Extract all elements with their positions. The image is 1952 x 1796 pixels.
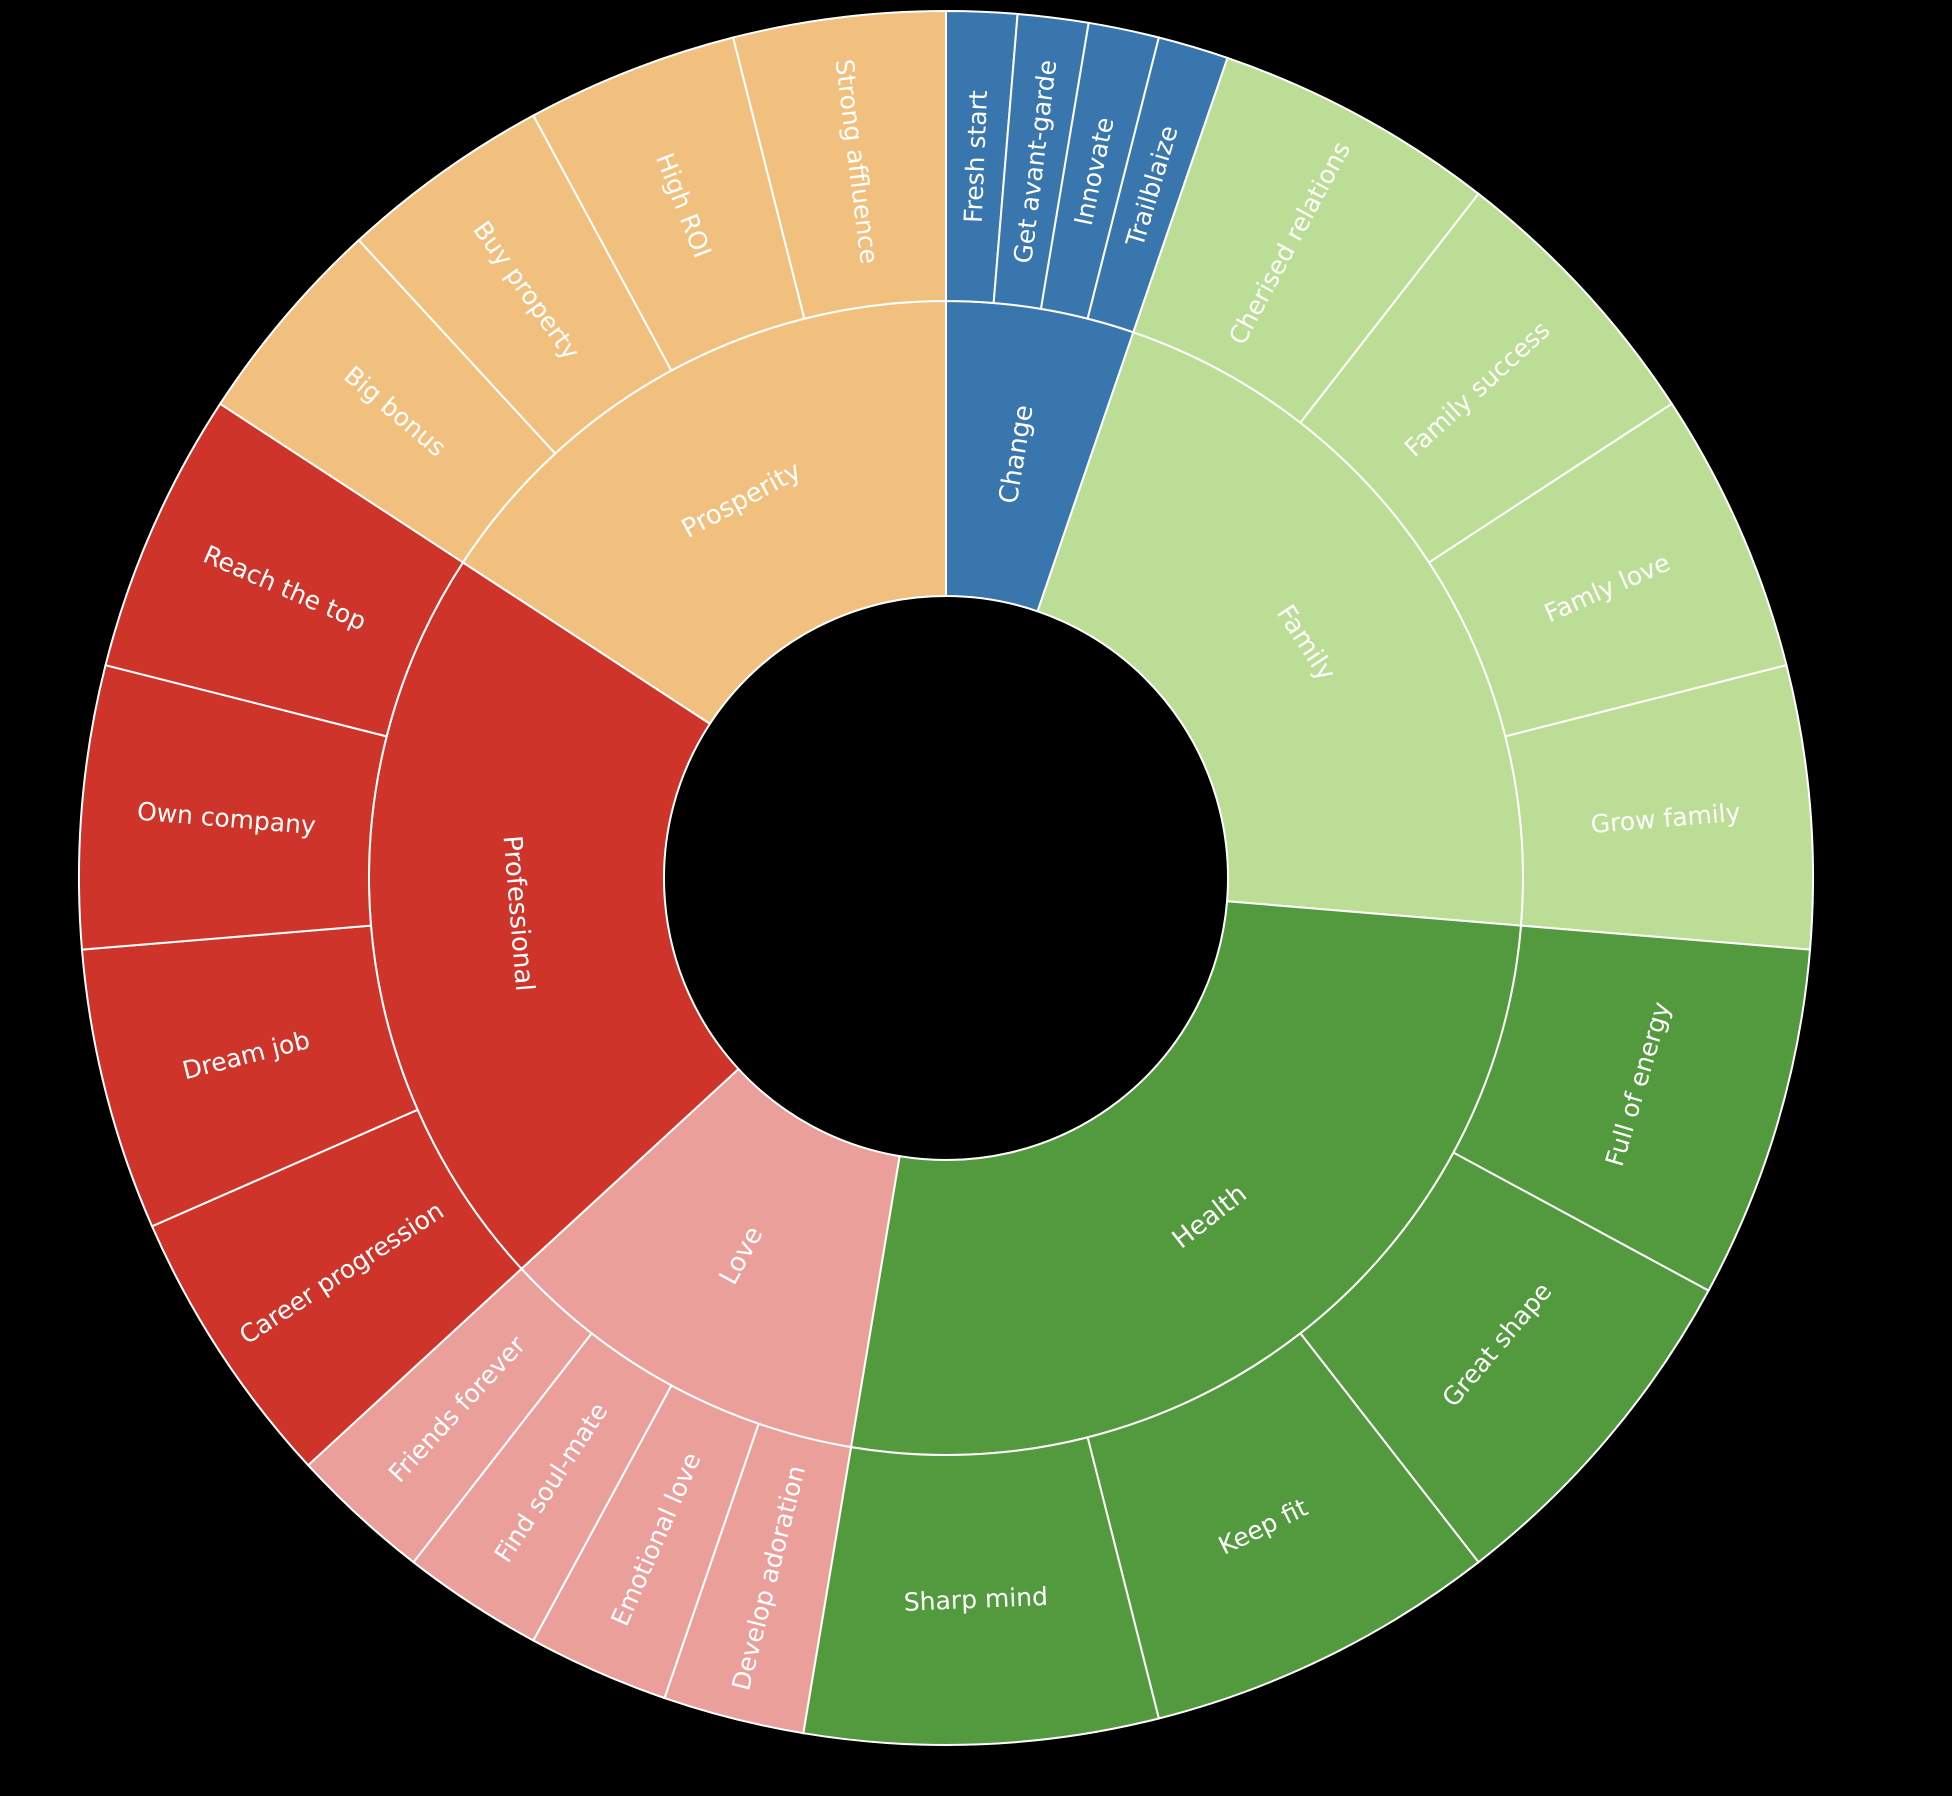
wedge-strong-affluence[interactable] bbox=[731, 9, 947, 320]
label-fresh-start: Fresh start bbox=[959, 90, 993, 224]
label-sharp-mind: Sharp mind bbox=[903, 1582, 1048, 1617]
sunburst-wedges bbox=[78, 9, 1815, 1747]
